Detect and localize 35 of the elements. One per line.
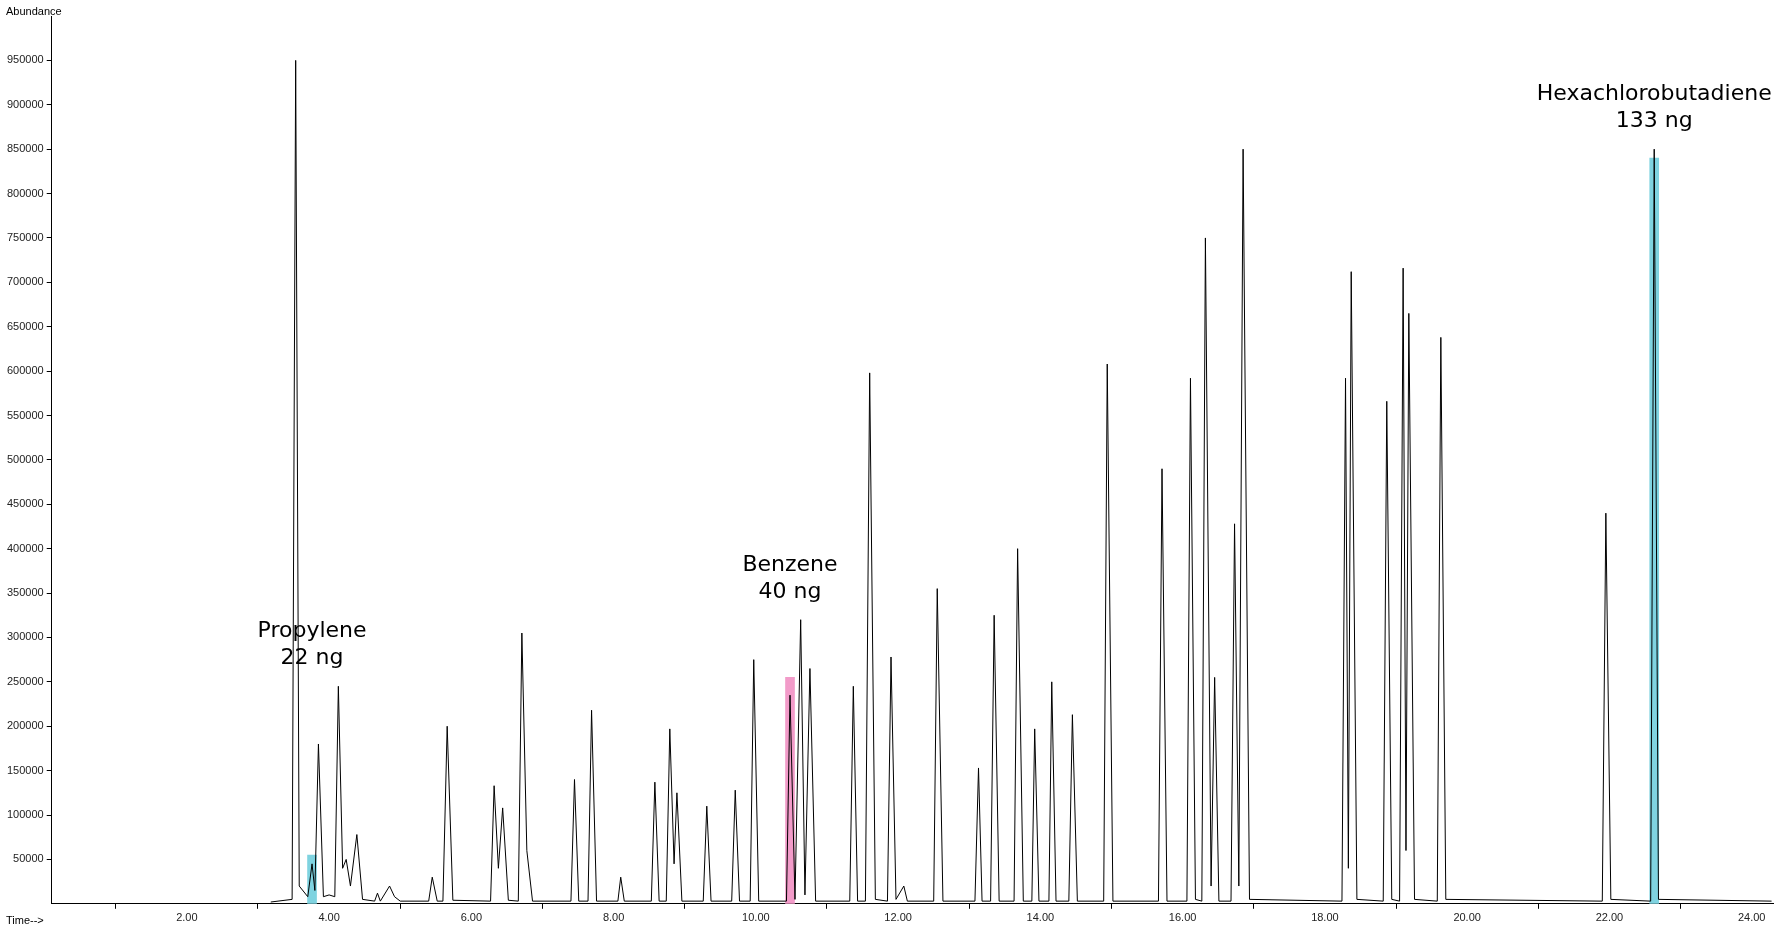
y-tick-label: 650000 [6, 319, 44, 332]
y-tick-label: 850000 [6, 142, 44, 155]
x-tick-label: 18.00 [1311, 911, 1339, 924]
x-tick-label: 14.00 [1026, 911, 1055, 924]
y-tick-label: 150000 [6, 763, 44, 776]
y-tick-label: 200000 [6, 719, 44, 732]
x-tick-label: 12.00 [884, 911, 912, 924]
y-tick-label: 900000 [6, 97, 44, 110]
x-tick-label: 24.00 [1737, 911, 1766, 924]
x-axis-title: Time--> [6, 913, 44, 926]
y-tick-label: 250000 [6, 674, 44, 687]
annotation: Hexachlorobutadiene 133 ng [1536, 80, 1772, 133]
y-tick-label: 450000 [6, 497, 44, 510]
y-axis-title: Abundance [6, 4, 62, 17]
y-tick-label: 350000 [6, 586, 44, 599]
y-tick-label: 700000 [6, 275, 44, 288]
x-tick-label: 8.00 [602, 911, 625, 924]
x-tick-label: 10.00 [742, 911, 770, 924]
x-tick-label: 22.00 [1595, 911, 1624, 924]
x-tick-label: 20.00 [1453, 911, 1481, 924]
y-tick-label: 400000 [6, 541, 44, 554]
y-tick-label: 950000 [6, 53, 44, 66]
x-tick-label: 4.00 [318, 911, 340, 924]
y-tick-label: 800000 [6, 186, 44, 199]
y-tick-label: 100000 [6, 808, 44, 821]
y-tick-label: 550000 [6, 408, 44, 421]
x-tick-label: 6.00 [460, 911, 483, 924]
y-tick-label: 500000 [6, 452, 44, 465]
x-tick-label: 16.00 [1168, 911, 1197, 924]
annotation: Benzene 40 ng [742, 550, 838, 603]
x-tick-label: 2.00 [176, 911, 198, 924]
y-tick-label: 600000 [6, 364, 44, 377]
y-tick-label: 300000 [6, 630, 44, 643]
y-tick-label: 750000 [6, 230, 44, 243]
y-tick-label: 50000 [13, 852, 44, 865]
